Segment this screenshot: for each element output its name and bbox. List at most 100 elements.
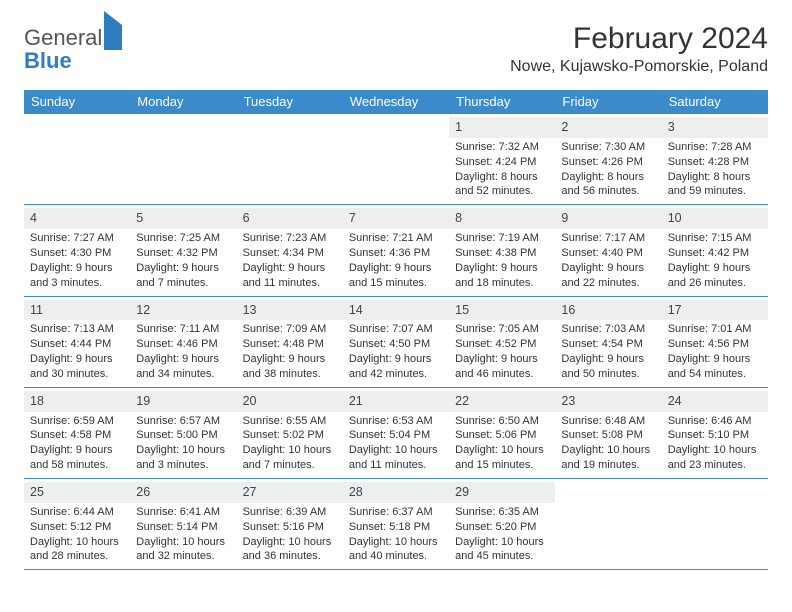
daylight-label: Daylight: 9 hours and 30 minutes. [30,352,124,382]
sunrise-label: Sunrise: 7:30 AM [561,140,655,155]
daylight-label: Daylight: 9 hours and 18 minutes. [455,261,549,291]
sunset-label: Sunset: 4:26 PM [561,155,655,170]
day-cell [555,479,661,569]
sunrise-label: Sunrise: 7:27 AM [30,231,124,246]
day-number: 27 [237,482,343,503]
sunset-label: Sunset: 4:40 PM [561,246,655,261]
daylight-label: Daylight: 9 hours and 42 minutes. [349,352,443,382]
sunset-label: Sunset: 5:04 PM [349,428,443,443]
day-cell [24,114,130,204]
sunset-label: Sunset: 4:58 PM [30,428,124,443]
logo-text: General Blue [24,26,122,72]
sunset-label: Sunset: 4:30 PM [30,246,124,261]
day-cell: 17Sunrise: 7:01 AMSunset: 4:56 PMDayligh… [662,297,768,387]
day-number: 16 [555,300,661,321]
daylight-label: Daylight: 10 hours and 19 minutes. [561,443,655,473]
day-number: 24 [662,391,768,412]
day-cell: 29Sunrise: 6:35 AMSunset: 5:20 PMDayligh… [449,479,555,569]
page-header: General Blue February 2024 Nowe, Kujawsk… [24,22,768,76]
day-number: 20 [237,391,343,412]
day-cell [237,114,343,204]
day-cell: 4Sunrise: 7:27 AMSunset: 4:30 PMDaylight… [24,205,130,295]
day-number: 4 [24,208,130,229]
week-row: 1Sunrise: 7:32 AMSunset: 4:24 PMDaylight… [24,114,768,205]
sunset-label: Sunset: 4:44 PM [30,337,124,352]
day-cell: 6 Sunrise: 7:23 AMSunset: 4:34 PMDaylight… [237,205,343,295]
daylight-label: Daylight: 8 hours and 59 minutes. [668,170,762,200]
daylight-label: Daylight: 10 hours and 40 minutes. [349,535,443,565]
week-row: 11Sunrise: 7:13 AMSunset: 4:44 PMDayligh… [24,297,768,388]
daylight-label: Daylight: 9 hours and 11 minutes. [243,261,337,291]
day-number: 28 [343,482,449,503]
day-number: 1 [449,117,555,138]
month-title: February 2024 [510,22,768,56]
sunset-label: Sunset: 5:18 PM [349,520,443,535]
day-cell: 8Sunrise: 7:19 AMSunset: 4:38 PMDaylight… [449,205,555,295]
sunset-label: Sunset: 4:48 PM [243,337,337,352]
sunrise-label: Sunrise: 7:15 AM [668,231,762,246]
sunset-label: Sunset: 4:42 PM [668,246,762,261]
daylight-label: Daylight: 10 hours and 28 minutes. [30,535,124,565]
day-number: 22 [449,391,555,412]
sunrise-label: Sunrise: 6:55 AM [243,414,337,429]
day-number: 21 [343,391,449,412]
title-block: February 2024 Nowe, Kujawsko-Pomorskie, … [510,22,768,76]
week-row: 4 Sunrise: 7:27 AMSunset: 4:30 PM Daylight… [24,205,768,296]
day-cell: 18Sunrise: 6:59 AMSunset: 4:58 PMDayligh… [24,388,130,478]
daylight-label: Daylight: 9 hours and 58 minutes. [30,443,124,473]
daylight-label: Daylight: 9 hours and 26 minutes. [668,261,762,291]
sunrise-label: Sunrise: 7:23 AM [243,231,337,246]
dayhead-thursday: Thursday [449,90,555,114]
day-number: 9 [555,208,661,229]
sunset-label: Sunset: 5:16 PM [243,520,337,535]
logo: General Blue [24,26,122,72]
daylight-label: Daylight: 9 hours and 7 minutes. [136,261,230,291]
day-cell: 22Sunrise: 6:50 AMSunset: 5:06 PMDayligh… [449,388,555,478]
day-number: 17 [662,300,768,321]
day-cell: 14Sunrise: 7:07 AMSunset: 4:50 PMDayligh… [343,297,449,387]
daylight-label: Daylight: 9 hours and 46 minutes. [455,352,549,382]
daylight-label: Daylight: 10 hours and 32 minutes. [136,535,230,565]
day-cell: 1Sunrise: 7:32 AMSunset: 4:24 PMDaylight… [449,114,555,204]
day-cell: 12Sunrise: 7:11 AMSunset: 4:46 PMDayligh… [130,297,236,387]
sunset-label: Sunset: 4:34 PM [243,246,337,261]
sunrise-label: Sunrise: 6:57 AM [136,414,230,429]
sunrise-label: Sunrise: 7:32 AM [455,140,549,155]
day-number: 13 [237,300,343,321]
day-header-row: Sunday Monday Tuesday Wednesday Thursday… [24,90,768,114]
daylight-label: Daylight: 10 hours and 15 minutes. [455,443,549,473]
sunset-label: Sunset: 4:56 PM [668,337,762,352]
day-cell [343,114,449,204]
sunrise-label: Sunrise: 6:44 AM [30,505,124,520]
dayhead-tuesday: Tuesday [237,90,343,114]
week-row: 18Sunrise: 6:59 AMSunset: 4:58 PMDayligh… [24,388,768,479]
sunset-label: Sunset: 5:10 PM [668,428,762,443]
daylight-label: Daylight: 9 hours and 54 minutes. [668,352,762,382]
day-number: 10 [662,208,768,229]
dayhead-sunday: Sunday [24,90,130,114]
daylight-label: Daylight: 9 hours and 38 minutes. [243,352,337,382]
sunset-label: Sunset: 4:28 PM [668,155,762,170]
day-number: 14 [343,300,449,321]
day-cell: 10 Sunrise: 7:15 AMSunset: 4:42 PMDayligh… [662,205,768,295]
sunset-label: Sunset: 4:36 PM [349,246,443,261]
day-cell: 9Sunrise: 7:17 AMSunset: 4:40 PMDaylight… [555,205,661,295]
day-number: 18 [24,391,130,412]
weeks-container: 1Sunrise: 7:32 AMSunset: 4:24 PMDaylight… [24,114,768,570]
sunrise-label: Sunrise: 6:35 AM [455,505,549,520]
sunrise-label: Sunrise: 7:17 AM [561,231,655,246]
day-cell: 20Sunrise: 6:55 AMSunset: 5:02 PMDayligh… [237,388,343,478]
sunset-label: Sunset: 4:46 PM [136,337,230,352]
sunrise-label: Sunrise: 6:46 AM [668,414,762,429]
day-cell: 16Sunrise: 7:03 AMSunset: 4:54 PMDayligh… [555,297,661,387]
daylight-label: Daylight: 8 hours and 56 minutes. [561,170,655,200]
sunrise-label: Sunrise: 6:37 AM [349,505,443,520]
sunrise-label: Sunrise: 7:01 AM [668,322,762,337]
day-number: 6 [237,208,343,229]
day-number: 29 [449,482,555,503]
sunrise-label: Sunrise: 6:48 AM [561,414,655,429]
sunrise-label: Sunrise: 7:13 AM [30,322,124,337]
day-cell: 24Sunrise: 6:46 AMSunset: 5:10 PMDayligh… [662,388,768,478]
daylight-label: Daylight: 8 hours and 52 minutes. [455,170,549,200]
day-number: 7 [343,208,449,229]
